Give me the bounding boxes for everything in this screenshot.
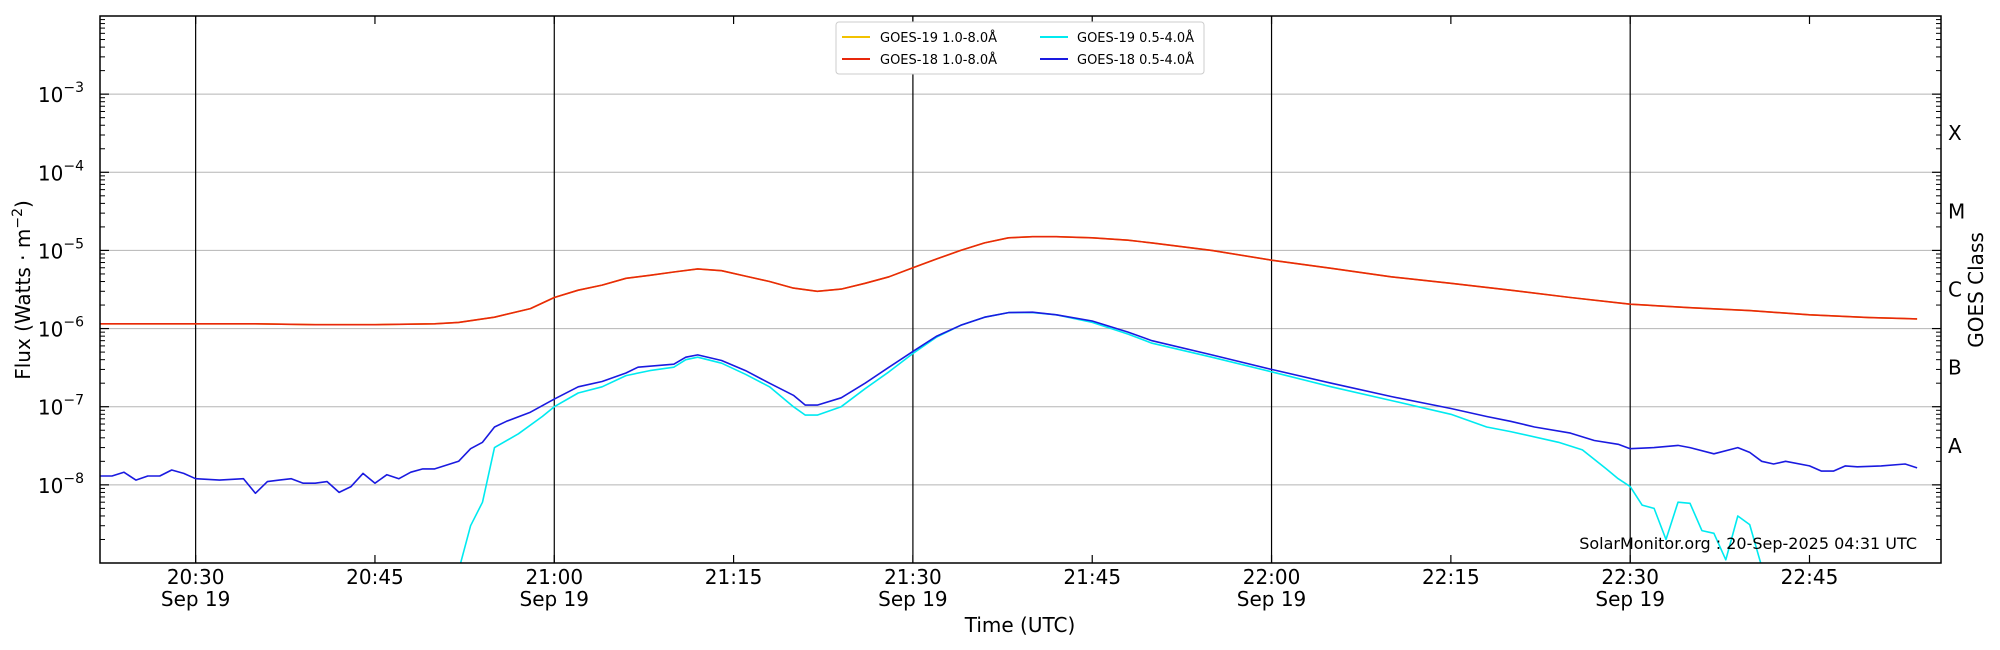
- legend-label-goes19-short: GOES-19 0.5-4.0Å: [1077, 30, 1194, 46]
- x-tick-label: 22:15: [1422, 565, 1480, 589]
- y-axis-label: Flux (Watts · m−2): [10, 200, 35, 380]
- goes-class-label: M: [1948, 199, 1965, 223]
- x-tick-label: 21:30: [884, 565, 942, 589]
- legend-label-goes19-long: GOES-19 1.0-8.0Å: [880, 30, 997, 46]
- series-line: [100, 235, 1918, 326]
- plot-frame: [99, 15, 1942, 564]
- legend-label-goes18-long: GOES-18 1.0-8.0Å: [880, 52, 997, 68]
- series-layer: [100, 235, 1918, 563]
- x-tick-label: 22:30: [1601, 565, 1659, 589]
- y-tick-label: 10−7: [38, 393, 84, 420]
- x-tick-date-label: Sep 19: [1237, 587, 1307, 611]
- x-tick-label: 21:00: [525, 565, 583, 589]
- x-tick-label: 20:45: [346, 565, 404, 589]
- goes-class-label: B: [1948, 356, 1962, 380]
- goes-class-label: C: [1948, 278, 1962, 302]
- y-tick-label: 10−5: [38, 236, 84, 263]
- x-tick-label: 22:45: [1781, 565, 1839, 589]
- series-line: [100, 311, 1918, 495]
- goes-class-labels: A B C M X: [1948, 121, 1965, 458]
- right-axis-label: GOES Class: [1964, 232, 1988, 348]
- x-tick-date-label: Sep 19: [161, 587, 231, 611]
- y-tick-label: 10−3: [38, 80, 84, 107]
- x-tick-label: 21:45: [1063, 565, 1121, 589]
- x-tick-date-label: Sep 19: [1595, 587, 1665, 611]
- x-axis-label: Time (UTC): [964, 613, 1076, 637]
- goes-class-label: X: [1948, 121, 1962, 145]
- x-tick-label: 21:15: [705, 565, 763, 589]
- y-tick-label: 10−6: [38, 315, 84, 342]
- x-tick-date-label: Sep 19: [878, 587, 948, 611]
- legend-label-goes18-short: GOES-18 0.5-4.0Å: [1077, 52, 1194, 68]
- legend: GOES-19 1.0-8.0Å GOES-18 1.0-8.0Å GOES-1…: [835, 21, 1205, 75]
- grid-layer: [100, 15, 1941, 486]
- y-tick-label: 10−4: [38, 158, 84, 185]
- series-line: [459, 311, 1762, 563]
- x-tick-label: 20:30: [167, 565, 225, 589]
- y-tick-label: 10−8: [38, 471, 84, 498]
- legend-box: [835, 21, 1205, 75]
- x-tick-date-label: Sep 19: [520, 587, 590, 611]
- credit-text: SolarMonitor.org : 20-Sep-2025 04:31 UTC: [1579, 534, 1917, 553]
- x-tick-label: 22:00: [1243, 565, 1301, 589]
- vertical-marker-layer: [195, 16, 1631, 563]
- y-axis-ticks: 10−8 10−7 10−6 10−5 10−4 10−3: [38, 19, 1941, 540]
- series-line: [100, 235, 1918, 326]
- goes-class-label: A: [1948, 434, 1962, 458]
